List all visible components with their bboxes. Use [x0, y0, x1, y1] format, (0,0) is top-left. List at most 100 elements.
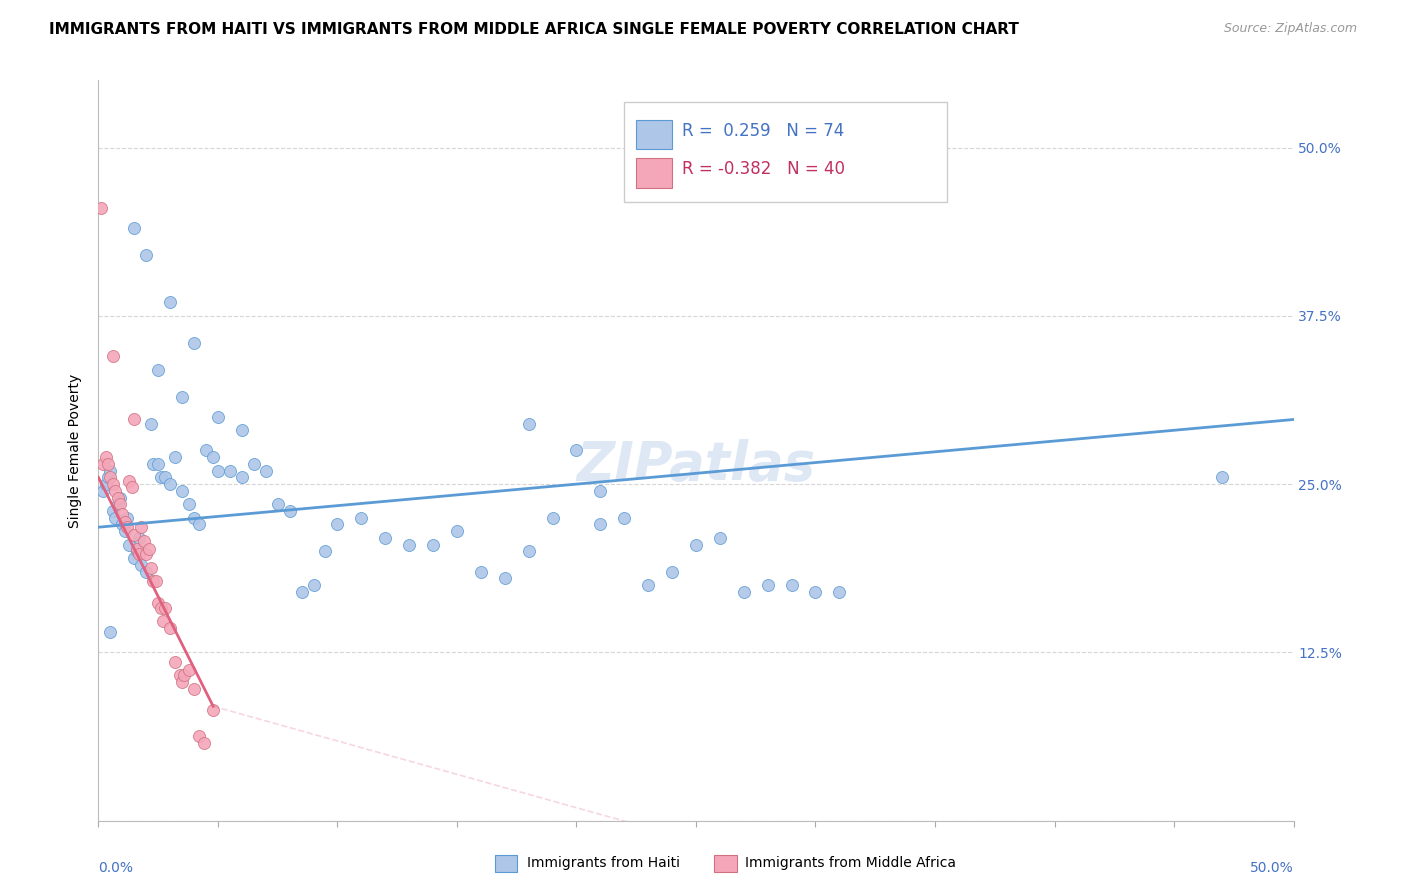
- Point: [179, 663, 201, 677]
- Point: [733, 584, 755, 599]
- Point: [278, 504, 301, 518]
- Point: [111, 507, 134, 521]
- Point: [114, 515, 136, 529]
- Point: [159, 621, 181, 635]
- Point: [91, 457, 114, 471]
- Point: [183, 510, 205, 524]
- FancyBboxPatch shape: [637, 158, 672, 187]
- Point: [91, 483, 114, 498]
- Point: [97, 457, 120, 471]
- Point: [135, 248, 157, 262]
- Point: [152, 615, 174, 629]
- Text: Immigrants from Middle Africa: Immigrants from Middle Africa: [745, 856, 956, 871]
- Point: [254, 464, 277, 478]
- Point: [111, 517, 134, 532]
- Point: [97, 470, 120, 484]
- Point: [114, 524, 136, 539]
- Point: [131, 520, 153, 534]
- Text: 50.0%: 50.0%: [1250, 862, 1294, 875]
- Point: [135, 565, 157, 579]
- Point: [132, 533, 155, 548]
- Point: [155, 470, 177, 484]
- Point: [661, 565, 683, 579]
- FancyBboxPatch shape: [637, 120, 672, 149]
- Point: [155, 601, 177, 615]
- Point: [139, 417, 162, 431]
- Point: [163, 655, 186, 669]
- Point: [494, 571, 516, 585]
- Point: [207, 409, 229, 424]
- Point: [193, 735, 215, 749]
- Point: [98, 625, 122, 640]
- Point: [107, 491, 129, 505]
- Text: Immigrants from Haiti: Immigrants from Haiti: [527, 856, 681, 871]
- Point: [267, 497, 290, 511]
- Point: [202, 703, 225, 717]
- Point: [187, 729, 209, 743]
- Point: [291, 584, 314, 599]
- Text: 0.0%: 0.0%: [98, 862, 134, 875]
- Text: R = -0.382   N = 40: R = -0.382 N = 40: [682, 161, 845, 178]
- Point: [124, 551, 146, 566]
- Point: [219, 464, 242, 478]
- Point: [131, 558, 153, 572]
- Point: [709, 531, 731, 545]
- Point: [159, 477, 181, 491]
- Point: [517, 544, 540, 558]
- Point: [756, 578, 779, 592]
- Text: R =  0.259   N = 74: R = 0.259 N = 74: [682, 121, 844, 140]
- Point: [780, 578, 803, 592]
- Point: [613, 510, 636, 524]
- Text: ZIPatlas: ZIPatlas: [576, 439, 815, 491]
- Point: [207, 464, 229, 478]
- Point: [108, 491, 131, 505]
- Point: [124, 528, 146, 542]
- Point: [101, 477, 124, 491]
- Point: [148, 596, 170, 610]
- Point: [589, 517, 612, 532]
- Point: [148, 457, 170, 471]
- Point: [101, 504, 124, 518]
- Point: [1211, 470, 1233, 484]
- Point: [159, 295, 181, 310]
- Point: [125, 541, 148, 556]
- Point: [231, 423, 253, 437]
- Point: [169, 668, 191, 682]
- Point: [163, 450, 186, 465]
- Point: [104, 483, 127, 498]
- Point: [128, 547, 150, 561]
- Point: [685, 538, 707, 552]
- Point: [107, 497, 129, 511]
- Point: [118, 475, 141, 489]
- Text: Source: ZipAtlas.com: Source: ZipAtlas.com: [1223, 22, 1357, 36]
- Point: [183, 335, 205, 350]
- Point: [446, 524, 468, 539]
- Point: [108, 497, 131, 511]
- Point: [115, 520, 138, 534]
- Point: [101, 349, 124, 363]
- FancyBboxPatch shape: [495, 855, 517, 872]
- Point: [183, 681, 205, 696]
- FancyBboxPatch shape: [714, 855, 737, 872]
- Point: [179, 497, 201, 511]
- Point: [98, 464, 122, 478]
- Point: [195, 443, 218, 458]
- Point: [135, 547, 157, 561]
- Point: [326, 517, 349, 532]
- Point: [115, 510, 138, 524]
- Point: [172, 675, 194, 690]
- Point: [828, 584, 851, 599]
- Point: [118, 538, 141, 552]
- Point: [243, 457, 266, 471]
- Point: [187, 517, 209, 532]
- Point: [517, 417, 540, 431]
- Point: [565, 443, 588, 458]
- Point: [121, 480, 143, 494]
- Point: [202, 450, 225, 465]
- Point: [145, 574, 167, 588]
- Point: [142, 574, 165, 588]
- Point: [172, 390, 194, 404]
- Point: [172, 483, 194, 498]
- Point: [142, 457, 165, 471]
- Point: [90, 201, 112, 215]
